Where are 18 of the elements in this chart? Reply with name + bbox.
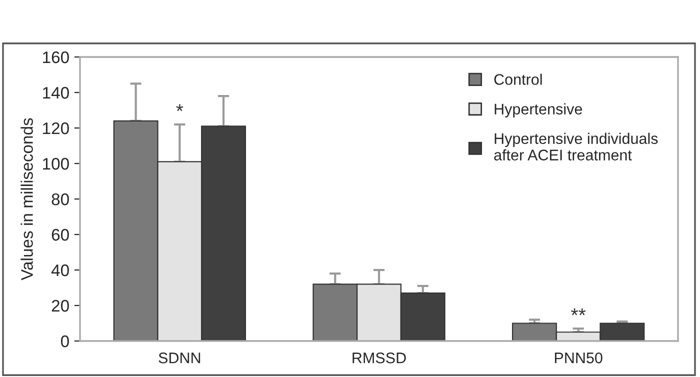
legend-label: Control (494, 74, 542, 85)
y-tick-label: 0 (60, 335, 69, 348)
legend-label: Hypertensive individuals after ACEI treatment (494, 132, 658, 160)
annotation: ** (571, 308, 586, 316)
annotation: * (176, 104, 184, 112)
legend-label: Hypertensive (494, 103, 582, 118)
y-tick-label: 80 (52, 193, 69, 206)
y-tick-label: 140 (43, 86, 69, 99)
y-tick-label: 20 (52, 300, 69, 312)
y-axis-title: Values in milliseconds (20, 118, 33, 280)
x-tick-label: SDNN (158, 352, 200, 364)
y-tick-label: 60 (52, 228, 69, 241)
y-tick-label: 120 (43, 122, 69, 134)
y-tick-label: 40 (51, 264, 69, 276)
x-tick-label: PNN50 (554, 352, 602, 364)
y-tick-label: 100 (43, 158, 69, 170)
y-tick-label: 160 (43, 51, 69, 64)
x-tick-label: RMSSD (352, 352, 406, 364)
